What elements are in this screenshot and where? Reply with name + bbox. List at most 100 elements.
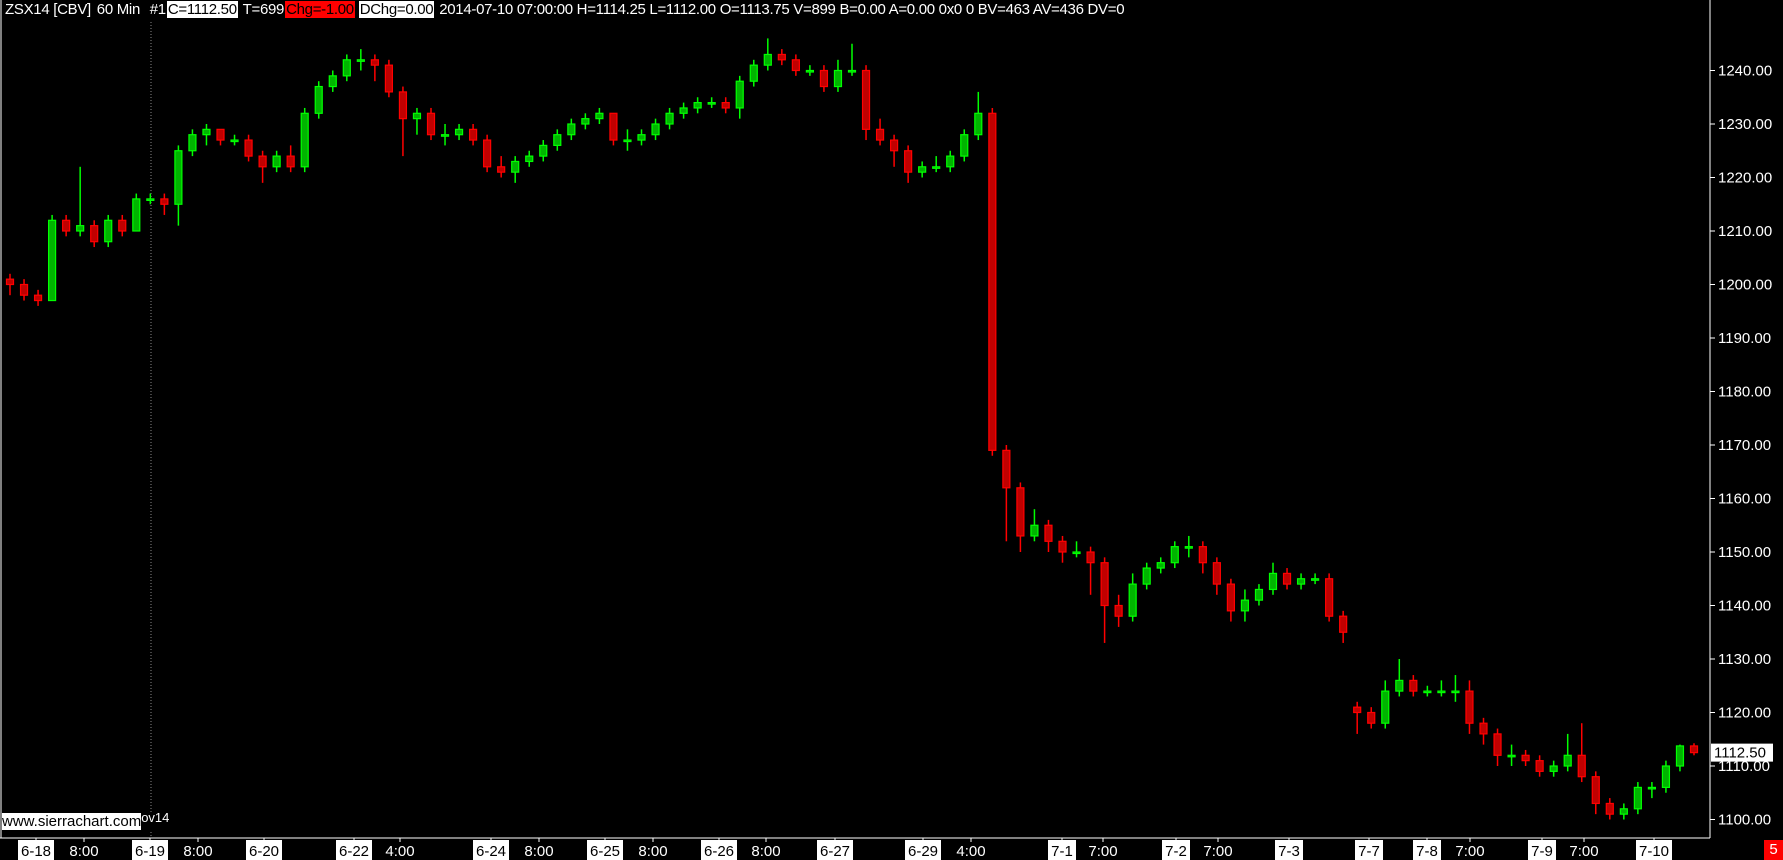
candle[interactable]	[861, 65, 871, 141]
candle[interactable]	[777, 49, 786, 66]
candle[interactable]	[1339, 610, 1348, 643]
candle[interactable]	[1128, 573, 1137, 622]
candle[interactable]	[679, 102, 688, 119]
candle[interactable]	[581, 113, 590, 130]
candle[interactable]	[62, 214, 71, 237]
corner-badge[interactable]: 5	[1764, 840, 1783, 860]
candle[interactable]	[258, 150, 267, 183]
candle[interactable]	[1100, 557, 1109, 643]
candle[interactable]	[5, 273, 15, 296]
candle[interactable]	[314, 81, 323, 119]
candle[interactable]	[1184, 535, 1193, 558]
candle[interactable]	[974, 91, 983, 141]
candle[interactable]	[875, 118, 885, 146]
candle[interactable]	[525, 150, 534, 167]
candle[interactable]	[1633, 782, 1642, 815]
candle[interactable]	[539, 140, 548, 162]
candle[interactable]	[202, 124, 211, 146]
candle[interactable]	[651, 118, 660, 141]
candle[interactable]	[1451, 675, 1460, 702]
candle[interactable]	[665, 107, 674, 130]
candle[interactable]	[469, 124, 478, 146]
candle[interactable]	[356, 49, 365, 71]
candle[interactable]	[609, 112, 618, 146]
candle[interactable]	[244, 134, 253, 162]
candle[interactable]	[1072, 541, 1081, 558]
candle[interactable]	[1212, 557, 1221, 595]
candle[interactable]	[1240, 589, 1250, 622]
candle[interactable]	[1395, 659, 1404, 697]
candle[interactable]	[440, 124, 450, 146]
candle[interactable]	[918, 161, 927, 178]
candle[interactable]	[1367, 707, 1376, 729]
candle[interactable]	[1226, 578, 1236, 622]
candle[interactable]	[118, 214, 127, 237]
candle[interactable]	[805, 65, 815, 76]
candle[interactable]	[1268, 562, 1278, 595]
interval-label[interactable]: 60 Min	[96, 1, 141, 18]
candle[interactable]	[384, 59, 393, 98]
candle[interactable]	[454, 124, 464, 141]
candle[interactable]	[300, 107, 309, 173]
candle[interactable]	[1296, 573, 1306, 590]
candle[interactable]	[1325, 573, 1334, 622]
candle[interactable]	[90, 220, 99, 248]
candle[interactable]	[1591, 771, 1600, 815]
candle[interactable]	[791, 54, 800, 76]
candle[interactable]	[553, 129, 562, 151]
candle[interactable]	[33, 289, 43, 306]
candle[interactable]	[132, 193, 141, 232]
candle[interactable]	[988, 107, 997, 456]
candle[interactable]	[1507, 744, 1516, 766]
candle[interactable]	[426, 107, 436, 141]
candle[interactable]	[286, 145, 295, 173]
candle[interactable]	[1142, 562, 1151, 590]
candle[interactable]	[1086, 546, 1095, 595]
candle[interactable]	[1156, 557, 1165, 574]
candle[interactable]	[1577, 723, 1586, 783]
candle[interactable]	[946, 150, 955, 173]
candle[interactable]	[1044, 519, 1053, 552]
candle[interactable]	[693, 97, 702, 114]
candle[interactable]	[1493, 728, 1502, 766]
candle[interactable]	[76, 166, 85, 237]
candle[interactable]	[1030, 509, 1039, 542]
candle[interactable]	[1353, 701, 1362, 734]
candle[interactable]	[104, 214, 113, 248]
candle[interactable]	[342, 54, 351, 82]
candle[interactable]	[1689, 743, 1699, 756]
candle[interactable]	[370, 54, 379, 82]
candle[interactable]	[483, 134, 492, 173]
candle[interactable]	[735, 75, 744, 119]
candle[interactable]	[1016, 482, 1025, 552]
candle[interactable]	[1170, 541, 1179, 569]
candle[interactable]	[146, 193, 155, 205]
candle[interactable]	[1563, 733, 1572, 772]
candle[interactable]	[707, 97, 716, 108]
candle[interactable]	[1310, 573, 1320, 585]
candle[interactable]	[216, 128, 225, 146]
candle[interactable]	[1381, 680, 1390, 729]
candle[interactable]	[623, 129, 632, 151]
candle[interactable]	[188, 129, 197, 157]
candle[interactable]	[328, 70, 337, 92]
candle[interactable]	[511, 156, 520, 183]
price-axis[interactable]: 1240.00 1230.00 1220.00 1210.00 1200.00 1190.…	[1710, 63, 1772, 829]
candle[interactable]	[567, 118, 576, 141]
candle[interactable]	[19, 279, 29, 301]
candle[interactable]	[749, 59, 758, 87]
candle[interactable]	[1058, 535, 1067, 563]
candle[interactable]	[398, 86, 408, 157]
candle[interactable]	[1661, 760, 1671, 793]
candle[interactable]	[1675, 744, 1685, 772]
candle[interactable]	[1254, 584, 1264, 606]
time-axis[interactable]: 6-18 8:00 6-19 8:00 6-20 6-22 4:00 6-24 8:00 6-25…	[18, 838, 1672, 860]
candle[interactable]	[833, 59, 843, 92]
candle[interactable]	[1549, 760, 1558, 777]
candle[interactable]	[497, 156, 506, 178]
candle[interactable]	[230, 134, 239, 146]
candle[interactable]	[272, 150, 281, 173]
candle[interactable]	[1002, 445, 1011, 542]
candle[interactable]	[1409, 675, 1418, 697]
